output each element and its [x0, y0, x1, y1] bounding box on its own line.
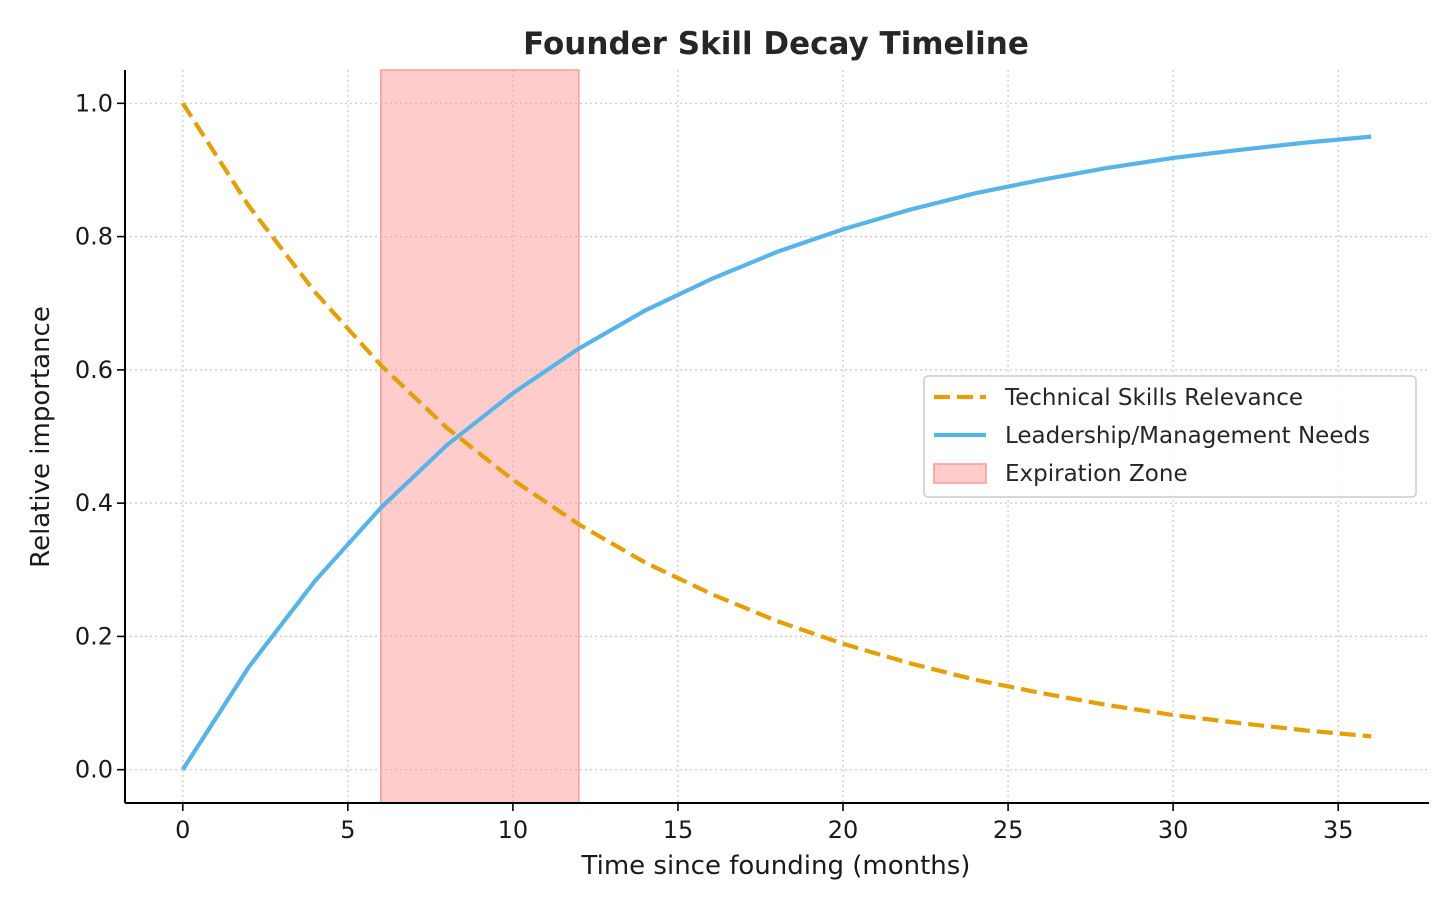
y-ticks: 0.0 0.2 0.4 0.6 0.8 1.0: [75, 89, 125, 784]
legend-zone-swatch: [933, 463, 987, 484]
legend-label: Technical Skills Relevance: [1004, 385, 1303, 411]
x-ticks: 0 5 10 15 20 25 30 35: [175, 803, 1353, 844]
x-tick-label: 10: [498, 816, 529, 844]
y-tick-label: 0.8: [75, 223, 113, 251]
series-lines: [181, 102, 1372, 771]
y-tick-label: 0.6: [75, 356, 113, 384]
y-tick-label: 0.4: [75, 489, 113, 517]
y-tick-label: 0.2: [75, 622, 113, 650]
legend-box: [923, 375, 1417, 498]
x-tick-label: 0: [175, 816, 190, 844]
y-axis-label: Relative importance: [26, 306, 56, 568]
y-tick-label: 0.0: [75, 756, 113, 784]
legend-label: Leadership/Management Needs: [1005, 423, 1370, 449]
x-tick-label: 15: [663, 816, 694, 844]
x-tick-label: 30: [1158, 816, 1189, 844]
legend-label: Expiration Zone: [1005, 461, 1188, 487]
expiration-zone-region: [380, 69, 580, 804]
y-tick-label: 1.0: [75, 89, 113, 117]
technical-skills-line: [181, 102, 1372, 739]
legend: Technical Skills Relevance Leadership/Man…: [923, 375, 1417, 498]
axes: [124, 70, 1429, 804]
x-axis-label: Time since founding (months): [581, 851, 971, 881]
leadership-needs-line: [181, 134, 1372, 771]
x-tick-label: 20: [828, 816, 859, 844]
chart-title: Founder Skill Decay Timeline: [523, 26, 1029, 62]
shaded-regions: [380, 69, 580, 804]
grid-lines: [125, 70, 1429, 803]
x-tick-label: 35: [1323, 816, 1354, 844]
x-tick-label: 5: [340, 816, 355, 844]
x-tick-label: 25: [993, 816, 1024, 844]
